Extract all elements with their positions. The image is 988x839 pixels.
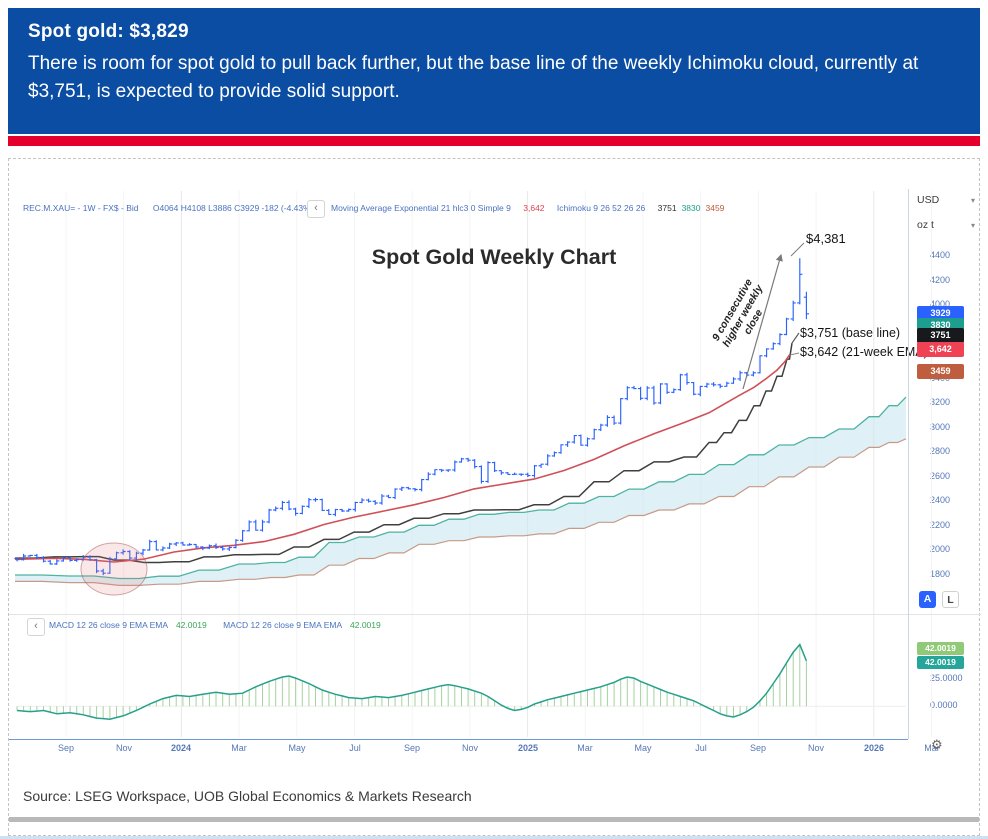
currency-dropdown[interactable]: USD ▾ — [917, 192, 975, 208]
time-axis-label: Nov — [807, 743, 824, 753]
ichimoku-value: 3830 — [681, 203, 701, 213]
time-axis-label: Nov — [461, 743, 478, 753]
ichimoku-value: 3751 — [657, 203, 677, 213]
chevron-down-icon: ▾ — [970, 220, 975, 230]
chart-figure: REC.M.XAU= - 1W - FX$ - Bid O4064 H4108 … — [8, 158, 981, 837]
price-tick: 1800 — [930, 569, 951, 579]
ichimoku-values: 3751 3830 3459 — [658, 203, 730, 213]
time-axis-label: Mar — [231, 743, 247, 753]
macd-label[interactable]: MACD 12 26 close 9 EMA EMA — [223, 620, 342, 630]
headline: Spot gold: $3,829 — [28, 21, 189, 42]
symbol-label: REC.M.XAU= - 1W - FX$ - Bid — [23, 203, 139, 213]
time-axis-label: Sep — [749, 743, 766, 753]
currency-label: USD — [917, 194, 940, 206]
price-chart-canvas[interactable] — [9, 159, 981, 837]
unit-dropdown[interactable]: oz t ▾ — [917, 217, 975, 233]
price-badge: 3929 — [917, 306, 964, 321]
price-tick: 4200 — [930, 275, 951, 285]
indicator-legend: Moving Average Exponential 21 hlc3 0 Sim… — [331, 203, 729, 213]
summary-text: There is room for spot gold to pull back… — [28, 53, 919, 102]
macd-value: 42.0019 — [175, 620, 207, 630]
price-tick: 3000 — [930, 422, 951, 432]
ichimoku-value: 3459 — [705, 203, 725, 213]
ma-indicator-value: 3,642 — [523, 203, 545, 213]
chart-title: Spot Gold Weekly Chart — [371, 245, 617, 269]
price-tick: 2000 — [930, 544, 951, 554]
macd-legend: MACD 12 26 close 9 EMA EMA 42.0019 MACD … — [49, 620, 395, 630]
price-badge: 3751 — [917, 328, 964, 343]
time-axis-label: Jul — [695, 743, 707, 753]
accent-divider — [8, 136, 980, 146]
time-axis-label: Sep — [57, 743, 74, 753]
collapse-indicators-button[interactable]: ‹ — [307, 200, 325, 218]
macd-tick: 25.0000 — [930, 673, 963, 683]
source-note: Source: LSEG Workspace, UOB Global Econo… — [23, 788, 472, 804]
axis-divider — [908, 189, 909, 739]
ma-indicator-label[interactable]: Moving Average Exponential 21 hlc3 0 Sim… — [331, 203, 511, 213]
time-axis-line — [9, 739, 908, 740]
time-axis-label: Jul — [349, 743, 361, 753]
time-axis-label: 2025 — [517, 743, 539, 753]
symbol-readout: REC.M.XAU= - 1W - FX$ - Bid O4064 H4108 … — [23, 203, 314, 213]
time-axis-label: May — [288, 743, 306, 753]
chevron-down-icon: ▾ — [970, 195, 975, 205]
price-tick: 2600 — [930, 471, 951, 481]
time-axis-label: Mar — [577, 743, 593, 753]
price-tick: 4000 — [930, 299, 951, 309]
price-tick: 3200 — [930, 397, 951, 407]
ema-annotation: $3,642 (21-week EMA) — [800, 345, 928, 359]
macd-badge: 42.0019 — [917, 656, 964, 669]
summary-header: Spot gold: $3,829 There is room for spot… — [8, 8, 980, 134]
log-scale-button[interactable]: L — [942, 591, 959, 608]
price-badge: 3,642 — [917, 342, 964, 357]
price-tick: 4400 — [930, 250, 951, 260]
price-tick: 2200 — [930, 520, 951, 530]
ichimoku-indicator-label[interactable]: Ichimoku 9 26 52 26 26 — [556, 203, 646, 213]
price-badge: 3459 — [917, 364, 964, 379]
macd-badge: 42.0019 — [917, 642, 964, 655]
bottom-divider — [9, 817, 979, 822]
macd-tick: 0.0000 — [930, 700, 958, 710]
time-axis-label: Nov — [115, 743, 132, 753]
pane-divider — [9, 614, 981, 615]
bottom-strip — [0, 836, 988, 839]
macd-label[interactable]: MACD 12 26 close 9 EMA EMA — [49, 620, 168, 630]
price-tick: 2800 — [930, 446, 951, 456]
peak-price-annotation: $4,381 — [806, 231, 846, 246]
time-axis-label: 2024 — [170, 743, 192, 753]
macd-value: 42.0019 — [350, 620, 381, 630]
base-line-annotation: $3,751 (base line) — [800, 326, 901, 340]
auto-scale-button[interactable]: A — [919, 591, 936, 608]
time-axis-label: May — [634, 743, 652, 753]
collapse-macd-button[interactable]: ‹ — [27, 618, 45, 636]
unit-label: oz t — [917, 219, 934, 231]
time-axis-label: Mar — [924, 743, 940, 753]
time-axis-label: Sep — [403, 743, 420, 753]
gear-icon[interactable]: ⚙ — [931, 737, 943, 752]
price-tick: 2400 — [930, 495, 951, 505]
ohlc-readout: O4064 H4108 L3886 C3929 -182 (-4.43%) — [152, 203, 314, 213]
time-axis-label: 2026 — [863, 743, 885, 753]
